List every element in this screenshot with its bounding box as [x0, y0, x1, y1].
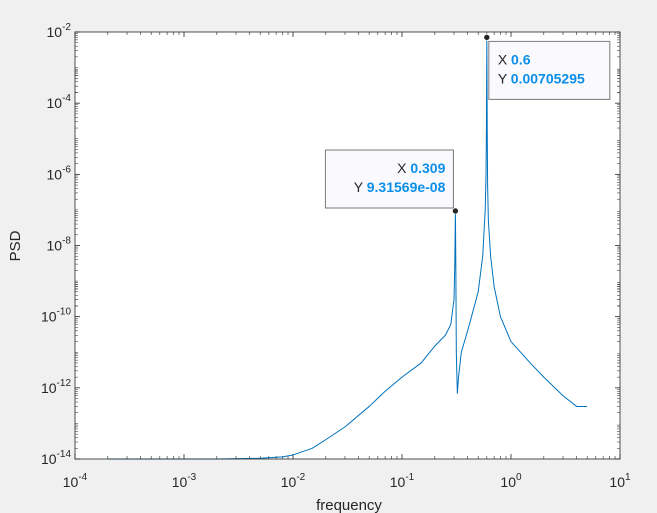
datatip-box — [324, 149, 454, 209]
y-tick-label: 10-14 — [41, 449, 71, 467]
datatip-y-line: Y 9.31569e-08 — [354, 179, 446, 195]
y-tick-label: 10-10 — [41, 307, 71, 325]
x-tick-label: 10-3 — [172, 472, 197, 490]
y-tick-label: 10-6 — [47, 164, 72, 182]
x-tick-label: 10-2 — [281, 472, 306, 490]
y-tick-label: 10-12 — [41, 378, 71, 396]
y-axis-label: PSD — [7, 230, 24, 261]
x-tick-label: 10-4 — [63, 472, 88, 490]
y-tick-label: 10-2 — [47, 22, 72, 40]
y-tick-label: 10-8 — [47, 236, 72, 254]
datatip-marker[interactable] — [483, 34, 491, 41]
datatip-marker[interactable] — [452, 207, 459, 215]
x-tick-label: 100 — [500, 472, 522, 490]
x-tick-label: 10-1 — [390, 472, 415, 490]
datatip-x-line: X 0.309 — [397, 160, 445, 176]
datatip[interactable]: X 0.6 Y 0.00705295 — [483, 34, 611, 100]
datatip-x-line: X 0.6 — [498, 51, 531, 67]
plot-area[interactable] — [75, 32, 620, 459]
datatip-box — [488, 40, 611, 100]
psd-series-line[interactable] — [107, 36, 588, 460]
datatip[interactable]: X 0.309 Y 9.31569e-08 — [324, 149, 459, 215]
x-tick-label: 101 — [609, 472, 631, 490]
y-tick-label: 10-4 — [47, 93, 72, 111]
axes-box — [74, 31, 621, 460]
datatip-y-line: Y 0.00705295 — [498, 70, 585, 86]
x-axis-label: frequency — [316, 497, 382, 513]
